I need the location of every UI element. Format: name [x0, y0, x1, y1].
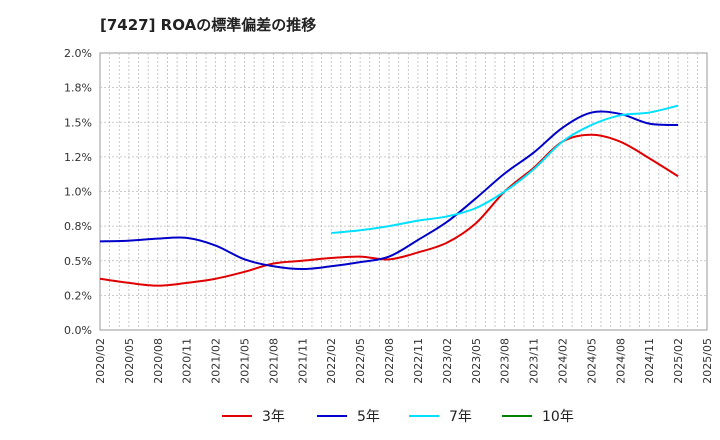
x-axis-ticks: 2020/02 2020/05 2020/08 2020/11 2021/02 2021/… [94, 338, 714, 384]
legend-item-1: 3年 [222, 404, 285, 428]
x-tick-label: 2025/05 [701, 338, 714, 384]
x-tick-label: 2022/05 [354, 338, 367, 384]
series-lines [99, 104, 679, 287]
x-tick-label: 2020/02 [94, 338, 107, 384]
y-tick-label: 1.0% [64, 186, 92, 199]
x-tick-label: 2024/05 [585, 338, 598, 384]
legend-label: 7年 [449, 409, 472, 425]
x-tick-label: 2021/02 [210, 338, 223, 384]
x-tick-label: 2020/05 [123, 338, 136, 384]
x-tick-label: 2024/11 [643, 338, 656, 384]
y-tick-label: 1.8% [64, 82, 92, 95]
chart-title: [7427] ROAの標準偏差の推移 [100, 16, 317, 34]
y-tick-label: 0.0% [64, 324, 92, 337]
y-axis-ticks: 0.0% 0.2% 0.5% 0.8% 1.0% 1.2% 1.5% 1.8% 2.0% [64, 47, 92, 337]
x-tick-label: 2024/02 [556, 338, 569, 384]
legend-item-2: 5年 [317, 404, 380, 428]
x-tick-label: 2022/11 [412, 338, 425, 384]
x-tick-label: 2022/02 [325, 338, 338, 384]
x-tick-label: 2025/02 [672, 338, 685, 384]
legend-swatch [317, 415, 347, 417]
x-tick-label: 2021/11 [296, 338, 309, 384]
legend-label: 5年 [357, 409, 380, 425]
series-line-2 [99, 110, 679, 271]
legend-swatch [222, 415, 252, 417]
line-chart: 0.0% 0.2% 0.5% 0.8% 1.0% 1.2% 1.5% 1.8% 2.0% 202… [64, 47, 714, 384]
x-tick-label: 2021/05 [239, 338, 252, 384]
series-line-3 [331, 104, 679, 235]
legend-item-3: 7年 [409, 404, 472, 428]
y-tick-label: 0.2% [64, 289, 92, 302]
x-tick-label: 2023/05 [470, 338, 483, 384]
plot-background [99, 52, 708, 331]
y-tick-label: 0.5% [64, 255, 92, 268]
x-tick-label: 2022/08 [383, 338, 396, 384]
x-tick-label: 2023/02 [441, 338, 454, 384]
legend-swatch [409, 415, 439, 417]
x-tick-label: 2023/11 [528, 338, 541, 384]
y-tick-label: 1.5% [64, 116, 92, 129]
legend-label: 3年 [262, 409, 285, 425]
y-tick-label: 1.2% [64, 151, 92, 164]
x-tick-label: 2021/08 [267, 338, 280, 384]
legend-label: 10年 [542, 409, 574, 425]
x-tick-label: 2023/08 [499, 338, 512, 384]
series-line-1 [99, 133, 679, 287]
x-tick-label: 2024/08 [614, 338, 627, 384]
y-tick-label: 2.0% [64, 47, 92, 60]
legend-swatch [502, 415, 532, 417]
x-tick-label: 2020/08 [152, 338, 165, 384]
x-tick-label: 2020/11 [181, 338, 194, 384]
legend: 3年 5年 7年 10年 [0, 404, 720, 428]
legend-item-4: 10年 [502, 404, 574, 428]
grid-lines [100, 53, 707, 330]
y-tick-label: 0.8% [64, 220, 92, 233]
